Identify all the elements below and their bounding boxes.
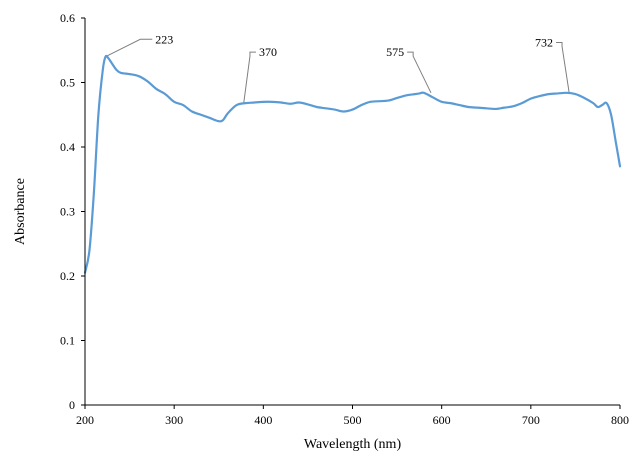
annotation-labels: 223 370 575 732: [155, 32, 553, 59]
y-tick-label: 0.1: [60, 334, 75, 348]
y-tick-label: 0.6: [60, 11, 75, 25]
axes: [84, 18, 620, 406]
x-tick-label: 500: [344, 413, 362, 427]
x-tick-label: 600: [433, 413, 451, 427]
x-tick-label: 300: [165, 413, 183, 427]
x-tick-label: 800: [611, 413, 629, 427]
y-tick-label: 0.2: [60, 269, 75, 283]
y-axis-ticks: 0 0.1 0.2 0.3 0.4 0.5 0.6: [60, 11, 85, 412]
y-axis-title: Absorbance: [13, 178, 28, 245]
absorbance-series-line: [83, 54, 622, 274]
annotation-label: 732: [535, 36, 553, 50]
annotation-label: 575: [386, 45, 404, 59]
annotation-leader-line: [407, 51, 432, 94]
x-axis-title: Wavelength (nm): [304, 437, 402, 452]
annotation-leader-line: [105, 38, 153, 58]
annotation-label: 223: [155, 32, 173, 46]
y-tick-label: 0.3: [60, 205, 75, 219]
annotation-leaders: [105, 38, 570, 104]
x-tick-label: 400: [254, 413, 272, 427]
y-tick-label: 0.4: [60, 140, 75, 154]
annotation-label: 370: [259, 45, 277, 59]
y-tick-label: 0.5: [60, 76, 75, 90]
annotation-leader-line: [556, 42, 570, 93]
annotation-leader-line: [243, 51, 256, 104]
x-tick-label: 700: [522, 413, 540, 427]
y-tick-label: 0: [69, 398, 75, 412]
x-axis-ticks: 200 300 400 500 600 700 800: [76, 405, 629, 427]
x-tick-label: 200: [76, 413, 94, 427]
